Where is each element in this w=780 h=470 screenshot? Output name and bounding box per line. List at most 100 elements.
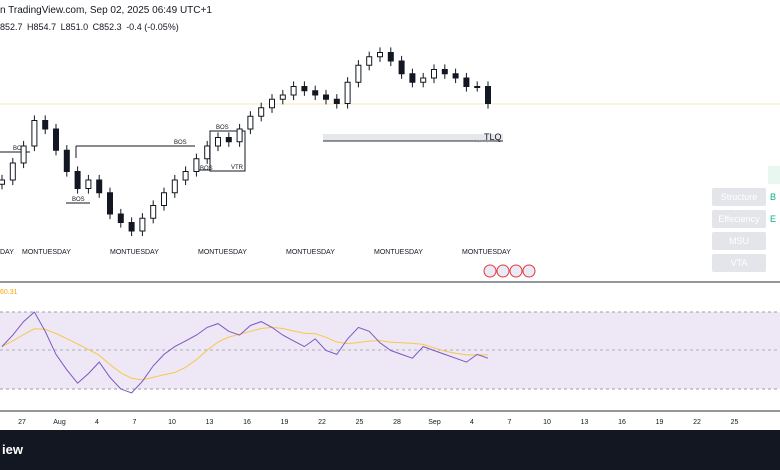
time-axis-tick-label: 25 bbox=[356, 419, 364, 426]
candle bbox=[53, 128, 59, 151]
time-axis-tick-label: 28 bbox=[393, 419, 401, 426]
candle bbox=[279, 94, 286, 100]
rsi-line bbox=[1, 311, 489, 394]
chart-canvas[interactable]: BOS BOS BOS BOS BOS VTR TLQ Liquidity DA… bbox=[0, 0, 780, 430]
ohlc-readout: 852.7 H854.7 L851.0 C852.3 -0.4 (-0.05%) bbox=[0, 20, 181, 34]
candle bbox=[301, 86, 308, 92]
tlq-label: TLQ bbox=[484, 132, 502, 142]
structure-button[interactable]: Structure bbox=[712, 188, 766, 206]
day-label: MONTUESDAY bbox=[22, 249, 71, 256]
panel-accent bbox=[768, 166, 780, 184]
time-axis-tick-label: Aug bbox=[53, 419, 66, 426]
day-label: MONTUESDAY bbox=[110, 249, 159, 256]
candle bbox=[128, 222, 135, 232]
ohlc-low: L851.0 bbox=[60, 22, 89, 32]
candle bbox=[96, 179, 103, 194]
candle bbox=[225, 137, 232, 143]
flag-icon[interactable] bbox=[522, 264, 536, 278]
day-label: DAY bbox=[0, 249, 14, 256]
bos-label-3: BOS bbox=[174, 140, 187, 146]
time-axis-tick-label: 16 bbox=[243, 419, 251, 426]
candle bbox=[63, 149, 70, 172]
candle bbox=[42, 120, 49, 130]
time-axis-tick-label: 7 bbox=[133, 419, 137, 426]
candle bbox=[290, 86, 297, 96]
time-axis-tick-label: 7 bbox=[508, 419, 512, 426]
candle bbox=[139, 217, 146, 232]
candle bbox=[193, 158, 200, 172]
candle bbox=[74, 171, 81, 189]
time-axis-tick-label: 22 bbox=[318, 419, 326, 426]
rsi-value-label: 60.31 bbox=[0, 289, 18, 296]
candle bbox=[409, 73, 416, 83]
liquidity-zone bbox=[323, 134, 503, 141]
time-axis-tick-label: 19 bbox=[281, 419, 289, 426]
candle bbox=[269, 98, 275, 109]
time-axis-tick-label: 10 bbox=[168, 419, 176, 426]
candle bbox=[485, 86, 491, 104]
candle bbox=[333, 98, 340, 104]
day-label: MONTUESDAY bbox=[198, 249, 247, 256]
candle bbox=[247, 115, 254, 130]
day-label: MONTUESDAY bbox=[374, 249, 423, 256]
candle bbox=[31, 120, 38, 147]
candle bbox=[20, 145, 27, 164]
candle bbox=[161, 192, 167, 206]
flag-icon[interactable] bbox=[483, 264, 497, 278]
candle bbox=[323, 94, 329, 100]
day-label: MONTUESDAY bbox=[462, 249, 511, 256]
candle bbox=[344, 81, 351, 104]
time-axis-tick-label: 19 bbox=[656, 419, 664, 426]
vtr-label: VTR bbox=[231, 165, 244, 171]
candle bbox=[117, 213, 124, 223]
candle bbox=[182, 171, 189, 181]
day-labels-row: DAY MONTUESDAY MONTUESDAY MONTUESDAY MON… bbox=[0, 249, 511, 256]
flag-icon[interactable] bbox=[496, 264, 510, 278]
chart-header: n TradingView.com, Sep 02, 2025 06:49 UT… bbox=[0, 0, 780, 22]
candle bbox=[355, 64, 362, 83]
rsi-ma-line bbox=[1, 326, 488, 381]
footer-brand: iew bbox=[2, 442, 23, 457]
ohlc-close: C852.3 bbox=[92, 22, 122, 32]
time-axis-tick-label: 22 bbox=[693, 419, 701, 426]
time-axis-tick-label: 13 bbox=[206, 419, 214, 426]
chart-source-label: n TradingView.com, Sep 02, 2025 06:49 UT… bbox=[0, 5, 212, 16]
candle bbox=[366, 56, 373, 66]
time-axis-tick-label: 13 bbox=[581, 419, 589, 426]
candle bbox=[9, 162, 16, 181]
candle bbox=[171, 179, 178, 194]
footer-bar: iew bbox=[0, 430, 780, 470]
event-flags[interactable] bbox=[483, 264, 536, 278]
candle bbox=[0, 179, 5, 185]
bos-label-4: BOS bbox=[200, 166, 213, 172]
candle bbox=[452, 73, 459, 79]
msu-button[interactable]: MSU bbox=[712, 232, 766, 250]
structure-value: B bbox=[770, 192, 777, 202]
bos-label-1: BOS bbox=[13, 146, 26, 152]
flag-icon[interactable] bbox=[509, 264, 523, 278]
time-axis-tick-label: Sep bbox=[428, 419, 441, 426]
ohlc-high: H854.7 bbox=[27, 22, 57, 32]
ohlc-open: 852.7 bbox=[0, 22, 23, 32]
candle bbox=[236, 128, 243, 143]
candle bbox=[441, 69, 448, 75]
time-axis-tick-label: 4 bbox=[95, 419, 99, 426]
bos-label-2: BOS bbox=[72, 197, 85, 203]
candle bbox=[107, 192, 113, 215]
time-axis-tick-label: 27 bbox=[18, 419, 26, 426]
time-axis-tick-label: 16 bbox=[618, 419, 626, 426]
candle bbox=[312, 90, 319, 96]
ohlc-change: -0.4 (-0.05%) bbox=[126, 22, 179, 32]
candle bbox=[215, 137, 221, 147]
candle bbox=[85, 179, 92, 189]
tlq-sub-label: Liquidity bbox=[474, 138, 489, 143]
time-axis: 27 Aug 4 7 10 13 16 19 22 25 28 Sep 4 7 10 13 16 19 22 25 bbox=[18, 419, 738, 426]
candle bbox=[398, 60, 405, 75]
effeciency-button[interactable]: Effeciency bbox=[712, 210, 766, 228]
vta-button[interactable]: VTA bbox=[712, 254, 766, 272]
candle bbox=[377, 52, 383, 58]
candle bbox=[258, 107, 265, 117]
candle bbox=[463, 77, 470, 87]
day-label: MONTUESDAY bbox=[286, 249, 335, 256]
bos-label-5: BOS bbox=[216, 125, 229, 131]
